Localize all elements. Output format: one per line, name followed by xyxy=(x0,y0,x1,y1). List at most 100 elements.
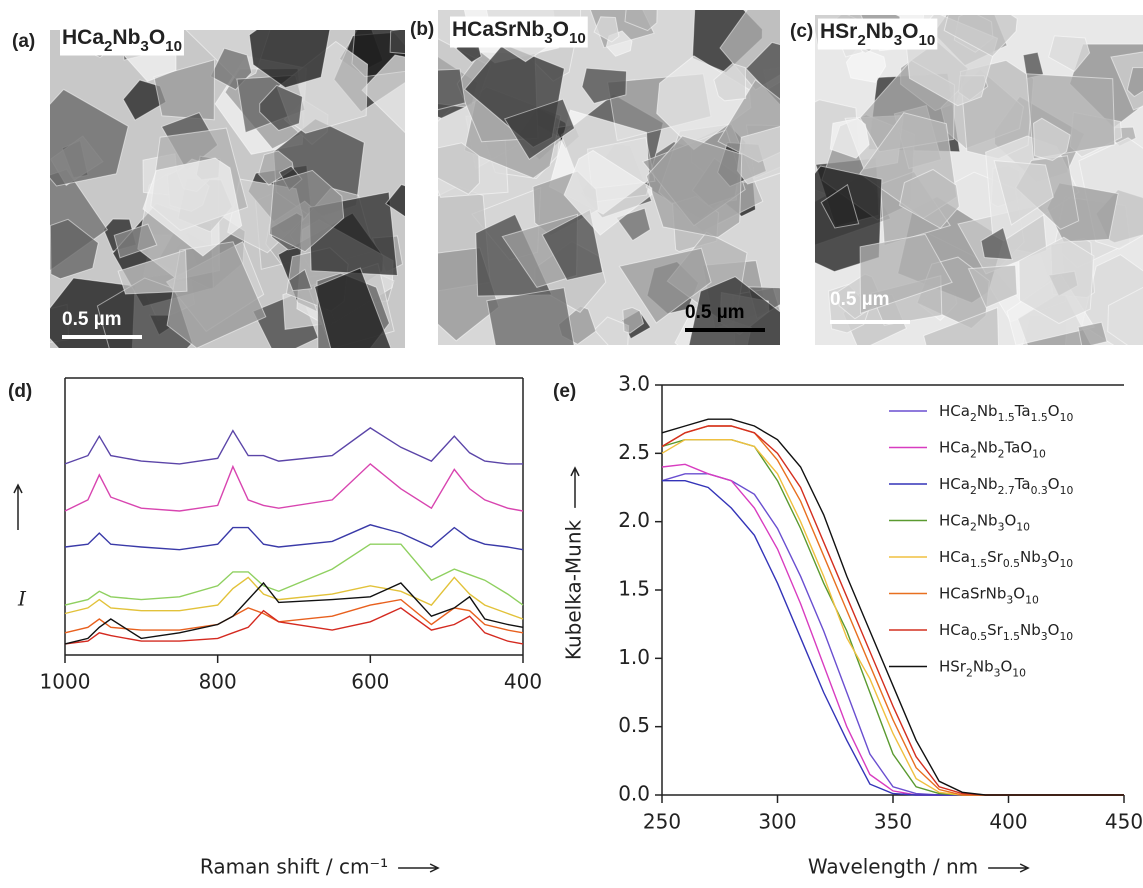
x-tick-label: 250 xyxy=(643,810,681,834)
micrograph xyxy=(815,15,1143,345)
flake xyxy=(820,183,860,229)
micrograph xyxy=(438,10,780,345)
flake xyxy=(1126,66,1143,98)
y-tick-label: 0.0 xyxy=(618,782,650,806)
series-line xyxy=(64,543,524,606)
panel-label: (a) xyxy=(12,31,35,52)
flake xyxy=(622,306,645,334)
flake xyxy=(438,142,480,195)
legend-label: HCa2Nb3O10 xyxy=(939,511,1030,533)
x-tick-label: 450 xyxy=(1105,810,1143,834)
series-line xyxy=(64,524,524,551)
x-tick-label: 800 xyxy=(199,670,237,694)
flake xyxy=(829,117,870,159)
y-tick-label: 2.0 xyxy=(618,508,650,532)
x-tick-label: 400 xyxy=(989,810,1027,834)
flake xyxy=(438,68,466,111)
micrograph xyxy=(50,30,405,348)
x-label-arrow xyxy=(988,863,1030,873)
caption: HSr2Nb3O10 xyxy=(820,20,935,49)
flake xyxy=(581,67,628,104)
flake xyxy=(113,223,158,259)
y-tick-label: 1.0 xyxy=(618,645,650,669)
flake xyxy=(314,267,392,348)
legend-label: HCa2Nb2TaO10 xyxy=(939,438,1046,460)
panel-label: (c) xyxy=(790,21,813,42)
y-tick-label: 1.5 xyxy=(618,577,650,601)
flake xyxy=(967,264,1018,309)
flake xyxy=(385,183,405,218)
flake xyxy=(859,233,953,315)
flake xyxy=(1032,117,1071,162)
flake xyxy=(943,15,1018,58)
legend-label: HCa2Nb1.5Ta1.5O10 xyxy=(939,402,1073,424)
flake xyxy=(361,54,405,134)
legend-label: HSr2Nb3O10 xyxy=(939,657,1026,679)
flake xyxy=(389,30,405,55)
flake xyxy=(117,249,188,295)
flake xyxy=(259,84,304,132)
y-label-arrow xyxy=(13,483,23,530)
flake xyxy=(50,218,99,280)
x-axis-label: Raman shift / cm⁻¹ xyxy=(200,855,388,879)
flake xyxy=(1107,286,1143,345)
flake xyxy=(248,30,331,89)
flake xyxy=(593,16,620,43)
x-axis-label: Wavelength / nm xyxy=(808,855,978,879)
flake xyxy=(142,157,243,257)
flake xyxy=(50,88,129,187)
legend-label: HCa1.5Sr0.5Nb3O10 xyxy=(939,548,1073,570)
flake xyxy=(563,149,653,236)
series-line xyxy=(661,439,1124,796)
x-tick-label: 1000 xyxy=(40,670,91,694)
scale-bar-label: 0.5 µm xyxy=(62,309,122,330)
series-line xyxy=(661,439,1124,796)
x-tick-label: 300 xyxy=(758,810,796,834)
caption-bg xyxy=(450,16,588,48)
flake xyxy=(258,150,294,186)
caption: HCa2Nb3O10 xyxy=(62,26,182,55)
flake xyxy=(618,247,712,324)
legend-label: HCaSrNb3O10 xyxy=(939,584,1039,606)
flake xyxy=(1048,35,1091,72)
series-line xyxy=(64,576,524,620)
flake xyxy=(993,160,1054,226)
x-tick-label: 400 xyxy=(504,670,542,694)
flake xyxy=(486,287,575,345)
y-axis-label: Kubelka-Munk xyxy=(562,519,586,660)
flake xyxy=(923,306,999,345)
flake xyxy=(624,10,658,32)
series-line xyxy=(64,581,524,645)
flake xyxy=(1077,321,1108,345)
y-tick-label: 3.0 xyxy=(618,372,650,396)
flake xyxy=(980,226,1013,261)
panel-label: (d) xyxy=(8,381,32,402)
series-line xyxy=(64,427,523,465)
flake xyxy=(745,41,780,106)
flake xyxy=(541,208,604,281)
flake xyxy=(503,98,576,161)
scale-bar-label: 0.5 µm xyxy=(830,289,890,310)
legend-label: HCa0.5Sr1.5Nb3O10 xyxy=(939,621,1073,643)
series-line xyxy=(64,462,524,512)
caption: HCaSrNb3O10 xyxy=(452,18,586,47)
flake xyxy=(268,169,345,253)
y-tick-label: 0.5 xyxy=(618,713,650,737)
x-tick-label: 600 xyxy=(351,670,389,694)
y-label-arrow xyxy=(570,466,580,508)
flake xyxy=(288,268,313,292)
flake xyxy=(688,276,780,345)
x-tick-label: 350 xyxy=(874,810,912,834)
flake xyxy=(899,168,960,229)
flake xyxy=(1018,236,1095,325)
series-line xyxy=(661,418,1124,796)
caption-bg xyxy=(60,24,184,56)
scale-bar-label: 0.5 µm xyxy=(685,302,745,323)
panel-label: (e) xyxy=(553,381,576,402)
caption-bg xyxy=(818,18,938,50)
x-label-arrow xyxy=(398,863,440,873)
flake xyxy=(645,135,743,238)
flake xyxy=(713,62,747,102)
